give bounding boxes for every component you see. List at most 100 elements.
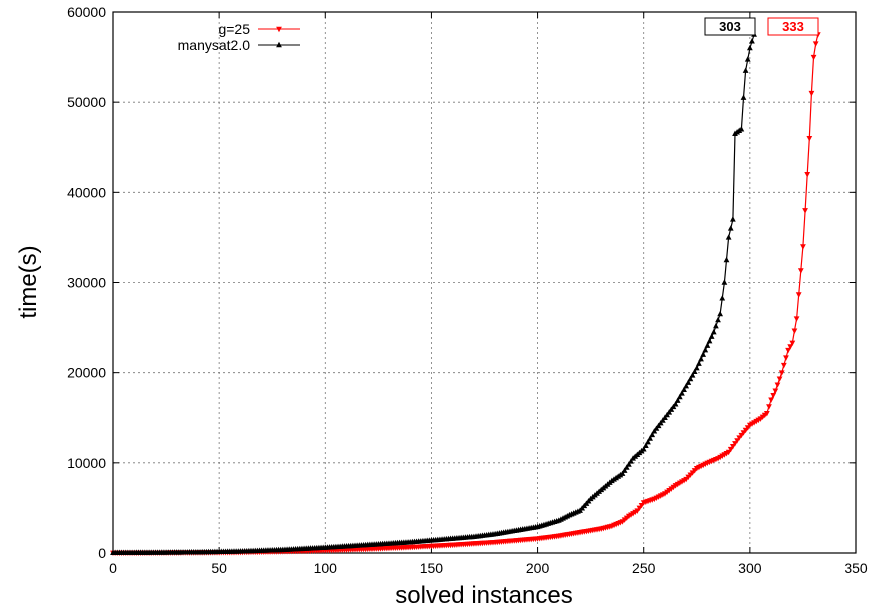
data-point [789,340,796,347]
data-point [772,388,779,394]
data-point [681,386,687,393]
legend-marker [276,41,282,48]
legend-label: g=25 [218,21,250,37]
annotation-box [767,17,819,36]
legend-label: manysat2.0 [178,37,251,53]
data-point [687,375,694,382]
axis-ticks: 0 50 100 150 200 250 300 350 0 10000 20000 30000 400… [67,4,868,576]
data-point [693,364,700,371]
data-point [734,438,740,444]
data-point [691,368,698,375]
data-point [715,316,721,323]
data-point [804,172,811,178]
series-0 [110,32,821,557]
data-point [685,379,692,385]
data-point [749,38,755,44]
data-point [649,431,656,438]
data-point [768,397,774,403]
data-point [696,360,702,366]
grid-lines [113,12,856,553]
data-point [727,225,734,231]
data-point [713,322,719,329]
y-tick-label: 0 [98,545,106,561]
data-point [732,441,738,447]
data-point [672,401,679,407]
data-point [725,234,732,240]
data-point [708,333,715,339]
data-point [645,438,651,445]
data-point [727,446,734,453]
data-point [787,344,794,350]
data-point [740,94,747,100]
data-point [791,328,798,334]
data-point [780,362,787,369]
data-point [742,67,749,73]
x-tick-label: 100 [314,560,338,576]
data-point [766,404,772,410]
x-axis-label: solved instances [395,582,572,609]
y-tick-label: 20000 [67,365,106,381]
data-point [698,355,704,362]
data-point [621,467,628,473]
data-point [812,41,819,47]
data-point [808,90,815,97]
data-point [785,347,791,354]
x-tick-label: 50 [211,560,227,576]
data-point [719,295,726,301]
data-point [717,310,724,317]
data-point [642,442,649,448]
series-line [112,34,755,554]
series-group [110,31,821,557]
data-point [744,56,751,62]
data-point [778,370,785,376]
annotation-label: 303 [719,19,741,34]
data-point [802,208,808,214]
legend-marker [276,26,282,33]
y-tick-label: 60000 [67,4,106,20]
data-point [625,461,632,467]
y-tick-label: 40000 [67,184,106,200]
data-point [776,376,783,382]
data-point [729,444,736,450]
data-point [738,126,745,132]
data-point [689,372,696,378]
x-tick-label: 250 [632,560,656,576]
y-tick-label: 30000 [67,275,106,291]
data-point [679,390,685,396]
data-point [746,44,753,51]
annotation-label: 333 [782,19,804,34]
data-point [640,446,647,452]
data-point [723,256,730,263]
x-tick-label: 300 [738,560,762,576]
data-point [793,316,800,322]
x-tick-label: 200 [526,560,550,576]
data-point [683,382,690,389]
annotations: 303 333 [704,17,819,36]
data-point [729,216,736,222]
data-point [770,392,777,399]
data-point [783,355,789,361]
data-point [628,458,634,464]
data-point [647,435,653,441]
series-1 [110,31,757,555]
data-point [763,411,770,417]
data-point [674,397,681,403]
x-tick-label: 0 [109,560,117,576]
y-tick-label: 50000 [67,94,106,110]
data-point [725,449,732,456]
x-tick-label: 150 [420,560,444,576]
data-point [619,470,626,476]
x-tick-label: 350 [844,560,868,576]
y-axis-label: time(s) [15,245,42,318]
data-point [623,464,630,470]
data-point [721,279,728,285]
data-point [700,351,707,357]
data-point [706,337,713,344]
data-point [676,393,683,400]
data-point [810,54,817,61]
data-point [704,342,711,348]
y-tick-label: 10000 [67,455,106,471]
data-point [795,292,802,298]
